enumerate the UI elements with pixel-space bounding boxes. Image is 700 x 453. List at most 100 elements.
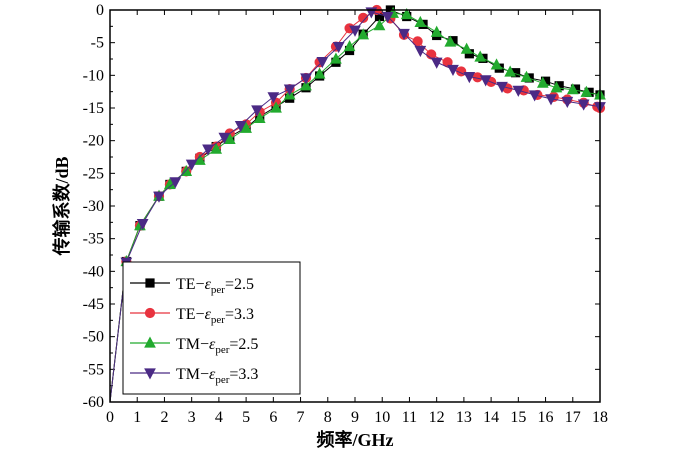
data-point (358, 12, 369, 23)
legend-entry: TE−εper=2.5 (130, 276, 254, 296)
data-point (580, 85, 593, 97)
data-point (414, 45, 427, 58)
data-point (496, 81, 508, 94)
legend: TE−εper=2.5 TE−εper=3.3 TM−εper=2.5 TM−εper… (122, 261, 301, 395)
x-tick-label: 16 (538, 409, 554, 426)
data-point (283, 84, 296, 96)
data-point (343, 40, 356, 52)
data-point (490, 58, 503, 70)
x-tick-label: 2 (160, 409, 168, 426)
data-point (270, 101, 282, 113)
data-point (240, 121, 252, 133)
data-point (169, 177, 182, 189)
data-point (414, 15, 427, 28)
data-point (512, 85, 525, 97)
data-point (300, 79, 312, 91)
x-tick-label: 15 (510, 409, 526, 426)
x-tick-label: 12 (429, 409, 445, 426)
x-tick-label: 0 (106, 409, 114, 426)
x-tick-label: 4 (215, 409, 223, 426)
data-point (566, 83, 579, 95)
x-tick-label: 9 (351, 409, 359, 426)
legend-entry: TM−εper=3.3 (130, 366, 258, 386)
y-tick-label: 0 (96, 2, 104, 19)
legend-label: TE−εper=2.5 (176, 276, 254, 296)
y-tick-label: -50 (83, 329, 104, 346)
data-point (300, 73, 312, 85)
x-tick-label: 6 (269, 409, 277, 426)
series-4 (109, 7, 606, 403)
y-tick-label: -35 (83, 231, 104, 248)
data-point (400, 8, 413, 20)
data-point (210, 142, 223, 154)
y-tick-label: -20 (83, 133, 104, 150)
legend-entry: TM−εper=2.5 (130, 336, 258, 356)
x-tick-label: 3 (188, 409, 196, 426)
data-point (444, 35, 457, 47)
data-point (330, 52, 342, 64)
y-axis-label: 传输系数/dB (51, 156, 72, 256)
data-point (381, 11, 394, 24)
x-tick-label: 17 (565, 409, 581, 426)
x-tick-label: 5 (242, 409, 250, 426)
data-point (545, 94, 557, 106)
legend-label: TM−εper=3.3 (176, 366, 258, 386)
legend-label: TE−εper=3.3 (176, 306, 254, 326)
data-point (234, 121, 247, 133)
x-tick-label: 1 (133, 409, 141, 426)
legend-entry: TE−εper=3.3 (130, 306, 254, 326)
data-point (520, 70, 533, 82)
data-point (357, 28, 370, 40)
data-point (430, 57, 443, 69)
x-tick-label: 13 (456, 409, 472, 426)
data-point (561, 96, 574, 109)
data-point (447, 64, 459, 77)
legend-marker (145, 278, 155, 288)
x-tick-label: 10 (374, 409, 390, 426)
legend-marker (144, 368, 156, 380)
data-point (218, 132, 231, 144)
data-point (316, 57, 329, 69)
data-point (267, 92, 280, 104)
data-point (373, 19, 386, 31)
x-axis-label: 频率/GHz (317, 429, 394, 450)
y-tick-label: -40 (83, 263, 104, 280)
y-tick-label: -25 (83, 165, 104, 182)
data-point (463, 72, 476, 84)
x-tick-label: 14 (483, 409, 499, 426)
legend-marker (144, 336, 156, 348)
data-point (153, 191, 165, 203)
plot-frame (109, 9, 601, 403)
data-point (479, 75, 492, 87)
y-tick-label: -30 (83, 198, 104, 215)
y-tick-label: -45 (83, 296, 104, 313)
data-point (136, 219, 149, 231)
data-point (223, 132, 236, 144)
legend-marker (144, 307, 156, 319)
data-point (528, 90, 541, 102)
data-point (536, 76, 549, 88)
data-point (550, 81, 563, 93)
legend-label: TM−εper=2.5 (176, 336, 258, 356)
data-point (504, 65, 517, 77)
data-point (332, 41, 345, 54)
y-tick-label: -15 (83, 100, 104, 117)
data-point (253, 111, 266, 124)
x-tick-label: 18 (592, 409, 608, 426)
y-tick-label: -55 (83, 361, 104, 378)
data-point (313, 67, 326, 79)
series-layer (109, 4, 606, 403)
data-point (349, 25, 361, 37)
data-point (202, 144, 214, 156)
data-point (398, 28, 410, 41)
data-point (460, 42, 473, 54)
x-tick-label: 11 (402, 409, 417, 426)
y-tick-label: -5 (91, 35, 104, 52)
data-point (577, 99, 590, 111)
y-tick-label: -10 (83, 67, 104, 84)
data-point (430, 25, 443, 37)
data-point (251, 105, 263, 117)
x-tick-label: 8 (324, 409, 332, 426)
data-point (474, 50, 487, 62)
